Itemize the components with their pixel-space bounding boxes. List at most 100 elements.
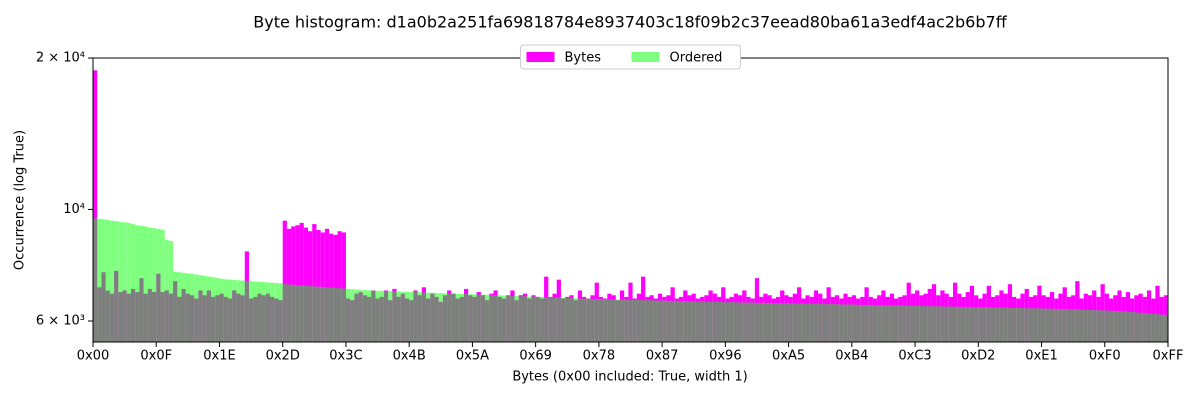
bar	[535, 296, 540, 342]
bar	[628, 299, 633, 342]
bar	[1049, 308, 1055, 342]
bar	[611, 299, 616, 342]
bar	[282, 284, 287, 342]
bar	[969, 306, 975, 342]
bar	[1037, 308, 1042, 342]
bars	[93, 70, 1168, 343]
bar	[1054, 308, 1059, 342]
bar	[1003, 307, 1008, 342]
bar	[809, 303, 814, 342]
bar	[518, 296, 523, 342]
y-tick-label: 2 × 10⁴	[36, 51, 85, 66]
bar	[818, 303, 823, 342]
x-tick-label: 0x78	[583, 349, 616, 364]
x-tick-label: 0xA5	[772, 349, 805, 364]
bar	[244, 280, 249, 342]
bar	[126, 222, 131, 342]
bar	[915, 305, 920, 342]
x-tick-label: 0x5A	[456, 349, 489, 364]
bar	[388, 291, 393, 342]
bar	[826, 304, 831, 342]
bar	[872, 305, 878, 342]
bar	[219, 278, 224, 342]
x-tick-label: 0xFF	[1153, 349, 1184, 364]
bar	[813, 303, 819, 342]
bar	[986, 307, 991, 342]
bar	[619, 299, 625, 342]
bar	[139, 225, 144, 342]
bar	[316, 286, 321, 342]
bar	[834, 304, 840, 342]
x-tick-label: 0xE1	[1025, 349, 1057, 364]
bar	[733, 302, 738, 342]
bar	[93, 70, 98, 343]
bar	[130, 224, 136, 342]
bar	[666, 300, 671, 342]
bar	[906, 305, 911, 342]
bar	[1104, 310, 1109, 342]
bar	[451, 293, 456, 342]
bar	[312, 224, 317, 342]
bar	[1075, 309, 1080, 342]
bar	[291, 284, 296, 342]
bar	[1142, 313, 1147, 342]
bar	[501, 295, 507, 342]
bar	[965, 306, 970, 342]
bar	[1020, 307, 1025, 342]
bar	[1125, 311, 1131, 342]
bar	[767, 302, 772, 342]
bar	[1108, 310, 1114, 342]
bar	[531, 296, 536, 342]
bar	[742, 302, 747, 342]
bar	[485, 294, 490, 342]
bar	[223, 279, 228, 342]
bar	[759, 302, 764, 342]
axes: 6 × 10³ 10⁴ 2 × 10⁴ 0x00 0x0F 0x1E 0x2D 0x3C 0x4…	[36, 51, 1184, 364]
bar	[1087, 309, 1093, 342]
y-axis-label: Occurrence (log True)	[13, 130, 28, 270]
bar	[1155, 285, 1160, 342]
bar	[468, 294, 473, 342]
bar	[173, 271, 178, 342]
bar	[413, 292, 418, 342]
bar	[1028, 308, 1034, 342]
bar	[750, 302, 755, 342]
legend-box	[520, 44, 741, 70]
bar	[253, 281, 258, 342]
bar	[329, 287, 334, 342]
bar	[497, 295, 502, 342]
bar	[923, 306, 928, 342]
bar	[544, 297, 549, 342]
x-tick-label: 0x3C	[329, 349, 362, 364]
bar	[286, 284, 292, 342]
bar	[232, 279, 237, 342]
bar	[615, 299, 620, 342]
bar	[889, 305, 894, 342]
bar	[716, 301, 722, 342]
bar	[982, 307, 987, 342]
bar	[780, 303, 785, 342]
bar	[565, 297, 570, 342]
bar	[856, 304, 861, 342]
bar	[333, 287, 338, 342]
bar	[396, 291, 401, 342]
bar	[1024, 308, 1029, 342]
bar	[797, 303, 802, 342]
bar	[1163, 314, 1168, 342]
bar	[164, 239, 169, 342]
bar	[1016, 307, 1021, 342]
bar	[143, 226, 148, 342]
bar	[135, 225, 140, 342]
bar	[974, 307, 979, 342]
bar	[426, 292, 431, 342]
x-tick-label: 0x87	[646, 349, 679, 364]
bar	[712, 301, 717, 342]
bar	[367, 290, 372, 342]
bar	[198, 275, 203, 342]
bar	[927, 306, 932, 342]
bar	[358, 289, 363, 342]
bar	[598, 298, 604, 342]
bar	[788, 303, 793, 342]
bar	[341, 288, 346, 342]
